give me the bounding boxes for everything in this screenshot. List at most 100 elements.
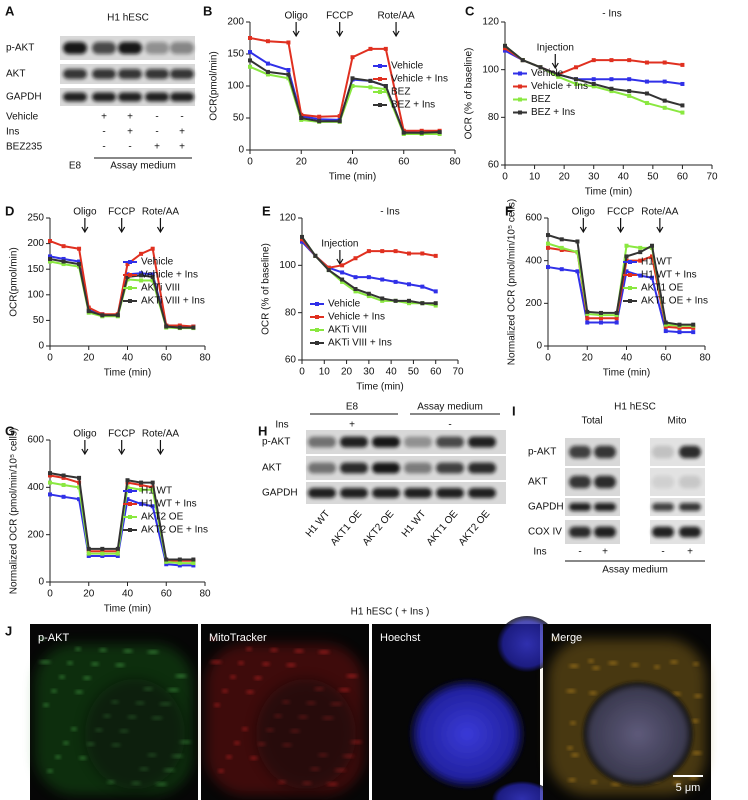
blot-title: H1 hESC xyxy=(107,13,149,24)
ins-sign: - xyxy=(448,420,451,431)
legend-marker xyxy=(518,110,522,115)
data-point xyxy=(191,563,196,568)
data-point xyxy=(585,316,590,321)
y-tick-label: 400 xyxy=(525,255,542,266)
data-point xyxy=(340,263,345,268)
organelle-signal xyxy=(567,746,573,750)
y-tick-label: 50 xyxy=(233,113,245,124)
data-point xyxy=(559,267,564,272)
data-point xyxy=(393,298,398,303)
chart-title: - Ins xyxy=(380,207,399,218)
x-axis-label: Time (min) xyxy=(356,382,403,393)
blot-band xyxy=(372,436,400,448)
arrow-head xyxy=(617,226,625,234)
blot-band xyxy=(92,69,116,79)
legend-marker xyxy=(518,84,522,89)
blot-band xyxy=(340,488,368,498)
annotation: Rote/AA xyxy=(641,207,679,218)
blot-band xyxy=(679,526,701,538)
data-point xyxy=(265,72,270,77)
data-point xyxy=(164,562,169,567)
data-point xyxy=(61,482,66,487)
organelle-signal xyxy=(568,778,576,782)
panel-letter: B xyxy=(203,3,212,18)
organelle-signal xyxy=(147,650,159,654)
y-axis-label: Normalized OCR (pmol/min/10⁵ cells) xyxy=(9,428,20,594)
arrow-head xyxy=(156,448,164,456)
data-point xyxy=(677,325,682,330)
blot-band xyxy=(92,92,116,102)
band-label: GAPDH xyxy=(528,502,564,513)
arrow-head xyxy=(292,30,300,38)
data-point xyxy=(150,246,155,251)
treatment-sign: - xyxy=(155,127,158,138)
data-point xyxy=(125,262,130,267)
data-point xyxy=(638,250,643,255)
y-tick-label: 80 xyxy=(488,112,500,123)
organelle-signal xyxy=(654,665,660,669)
organelle-signal xyxy=(55,755,61,759)
legend-label: H1 WT + Ins xyxy=(641,270,697,281)
ins-sign: + xyxy=(349,420,355,431)
legend-label: Vehicle + Ins xyxy=(141,270,198,281)
organelle-signal xyxy=(63,741,69,745)
micrograph: MitoTracker xyxy=(201,624,369,800)
organelle-signal xyxy=(59,675,65,679)
data-point xyxy=(420,251,425,256)
annotation: Oligo xyxy=(572,207,596,218)
blot-band xyxy=(436,488,464,498)
treatment-sign: + xyxy=(101,112,107,123)
data-point xyxy=(139,482,144,487)
data-point xyxy=(383,87,388,92)
organelle-signal xyxy=(262,662,270,666)
arrow-head xyxy=(336,258,344,266)
data-point xyxy=(286,68,291,72)
ins-label: Ins xyxy=(533,547,546,558)
data-point xyxy=(326,268,331,273)
legend-marker xyxy=(315,302,319,306)
legend-label: BEZ + Ins xyxy=(391,100,435,111)
y-tick-label: 400 xyxy=(27,482,44,493)
y-tick-label: 60 xyxy=(488,160,500,171)
y-tick-label: 200 xyxy=(525,298,542,309)
treatment-sign: - xyxy=(102,142,105,153)
x-tick-label: 80 xyxy=(449,157,461,168)
micrograph: 5 μm Merge xyxy=(543,624,711,800)
organelle-signal xyxy=(155,782,167,786)
band-label: AKT xyxy=(528,477,547,488)
x-tick-label: 20 xyxy=(83,353,95,364)
panel-letter: D xyxy=(5,203,14,218)
annotation: Rote/AA xyxy=(142,207,180,218)
data-point xyxy=(115,551,120,556)
x-tick-label: 80 xyxy=(199,353,211,364)
blot-band xyxy=(308,436,336,448)
series-line xyxy=(547,234,694,326)
data-point xyxy=(48,492,52,497)
organelle-signal xyxy=(210,637,216,641)
data-point xyxy=(164,559,169,564)
blot-band xyxy=(308,488,336,498)
data-point xyxy=(77,497,82,502)
blot-band xyxy=(652,475,674,489)
data-point xyxy=(433,289,438,294)
legend-marker xyxy=(128,528,132,532)
data-point xyxy=(340,277,345,282)
data-point xyxy=(139,278,144,283)
group-label: Assay medium xyxy=(417,402,483,413)
data-point xyxy=(609,86,614,91)
treatment-sign: + xyxy=(179,127,185,138)
y-tick-label: 80 xyxy=(285,307,297,318)
y-tick-label: 100 xyxy=(279,260,296,271)
blot-band xyxy=(372,488,400,498)
legend-label: Vehicle xyxy=(391,61,424,72)
data-point xyxy=(350,55,355,60)
channel-label: Hoechst xyxy=(380,632,420,644)
panel-letter: H xyxy=(258,423,267,438)
x-tick-label: 40 xyxy=(122,353,134,364)
blot-band xyxy=(652,445,674,459)
data-point xyxy=(663,324,668,329)
data-point xyxy=(559,237,564,242)
data-point xyxy=(77,485,82,490)
x-axis-label: Time (min) xyxy=(329,172,376,183)
data-point xyxy=(585,309,590,314)
